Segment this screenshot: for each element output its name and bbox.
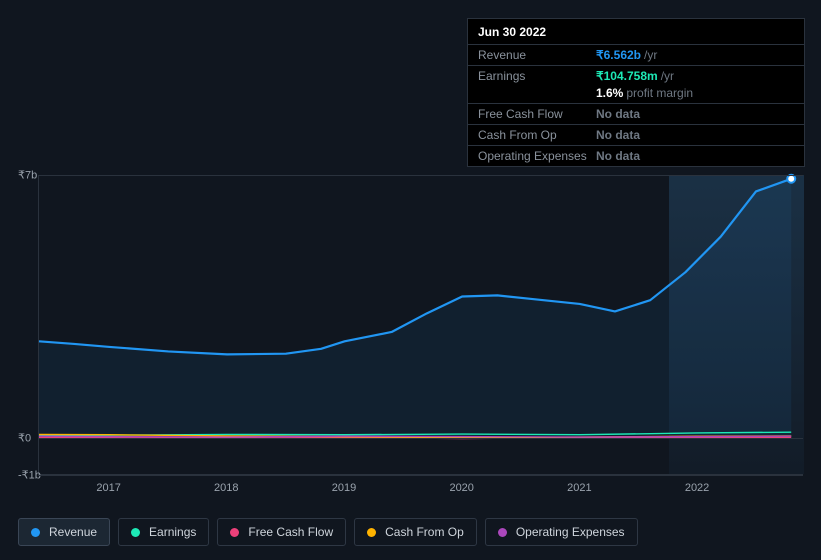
tooltip-row-value: No data — [596, 107, 640, 121]
legend-item-revenue[interactable]: Revenue — [18, 518, 110, 546]
gridline — [38, 175, 803, 176]
legend-label: Free Cash Flow — [248, 525, 333, 539]
tooltip-row-value: No data — [596, 128, 640, 142]
legend-swatch — [230, 528, 239, 537]
tooltip-row-label — [478, 86, 596, 100]
gridline — [38, 438, 803, 439]
tooltip-row-value: 1.6%profit margin — [596, 86, 693, 100]
x-axis-tick: 2021 — [567, 482, 591, 494]
tooltip-row-value: ₹104.758m/yr — [596, 69, 674, 83]
legend-label: Operating Expenses — [516, 525, 625, 539]
tooltip-row-value: ₹6.562b/yr — [596, 48, 657, 62]
tooltip-row-label: Earnings — [478, 69, 596, 83]
x-axis-tick: 2020 — [449, 482, 473, 494]
tooltip-row: Free Cash FlowNo data — [468, 103, 804, 124]
x-axis-tick: 2018 — [214, 482, 238, 494]
x-axis-tick: 2019 — [332, 482, 356, 494]
tooltip-row-value: No data — [596, 149, 640, 163]
y-axis-tick: ₹7b — [18, 169, 37, 182]
tooltip-row-label: Operating Expenses — [478, 149, 596, 163]
x-axis-tick: 2022 — [685, 482, 709, 494]
tooltip-date: Jun 30 2022 — [468, 19, 804, 44]
tooltip-row: 1.6%profit margin — [468, 86, 804, 103]
x-axis-tick: 2017 — [96, 482, 120, 494]
x-axis: 2017 2018 2019 2020 2021 2022 — [38, 482, 803, 502]
legend-label: Revenue — [49, 525, 97, 539]
gridline — [38, 475, 803, 476]
plot-area[interactable] — [38, 175, 803, 475]
tooltip: Jun 30 2022 Revenue₹6.562b/yrEarnings₹10… — [467, 18, 805, 167]
tooltip-row: Cash From OpNo data — [468, 124, 804, 145]
legend-swatch — [31, 528, 40, 537]
tooltip-row-label: Revenue — [478, 48, 596, 62]
legend-swatch — [131, 528, 140, 537]
legend-item-opex[interactable]: Operating Expenses — [485, 518, 638, 546]
legend-item-fcf[interactable]: Free Cash Flow — [217, 518, 346, 546]
tooltip-row: Earnings₹104.758m/yr — [468, 65, 804, 86]
tooltip-row-label: Cash From Op — [478, 128, 596, 142]
legend-item-earnings[interactable]: Earnings — [118, 518, 209, 546]
tooltip-row: Operating ExpensesNo data — [468, 145, 804, 166]
tooltip-row: Revenue₹6.562b/yr — [468, 44, 804, 65]
y-axis-tick: ₹0 — [18, 431, 31, 444]
legend-label: Earnings — [149, 525, 196, 539]
legend-item-cfo[interactable]: Cash From Op — [354, 518, 477, 546]
legend: Revenue Earnings Free Cash Flow Cash From O… — [18, 518, 638, 546]
chart-svg — [39, 175, 803, 474]
tooltip-row-label: Free Cash Flow — [478, 107, 596, 121]
legend-label: Cash From Op — [385, 525, 464, 539]
legend-swatch — [367, 528, 376, 537]
series-area-revenue — [39, 179, 791, 437]
legend-swatch — [498, 528, 507, 537]
